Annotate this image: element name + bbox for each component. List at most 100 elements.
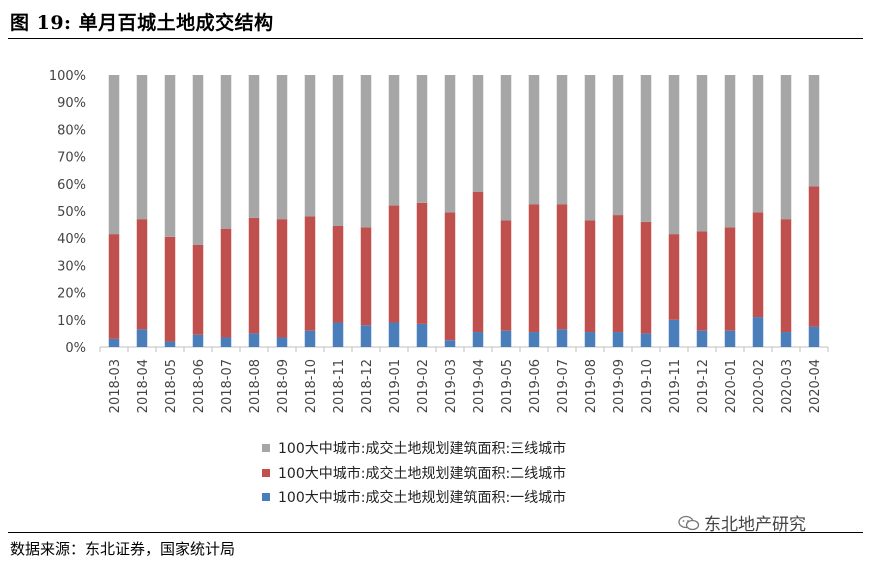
bar-segment-tier1 [808, 326, 820, 347]
bar-segment-tier1 [248, 333, 260, 347]
bar-segment-tier3 [780, 75, 792, 220]
x-tick-label: 2018-06 [192, 359, 207, 413]
bar-segment-tier1 [360, 325, 372, 347]
x-tick-label: 2019-09 [612, 359, 627, 413]
bar-segment-tier1 [752, 317, 764, 347]
bar-segment-tier2 [388, 205, 400, 323]
bar-segment-tier3 [696, 75, 708, 232]
x-tick-label: 2018-10 [304, 359, 319, 413]
bar-segment-tier2 [780, 219, 792, 333]
bar-segment-tier3 [584, 75, 596, 221]
bar-segment-tier3 [528, 75, 540, 205]
bar-segment-tier3 [500, 75, 512, 221]
bar-segment-tier1 [500, 330, 512, 347]
bar-segment-tier1 [136, 329, 148, 347]
bar-segment-tier2 [612, 215, 624, 333]
stacked-bar-chart: 0% 10% 20% 30% 40% 50% 60% 70% 80% 90% 100% 2018-03… [49, 69, 829, 413]
bar-segment-tier3 [192, 75, 204, 245]
figure-title: 图 19: 单月百城土地成交结构 [10, 12, 274, 34]
bar-segment-tier3 [248, 75, 260, 218]
bar-segment-tier2 [724, 227, 736, 331]
x-tick-label: 2019-06 [528, 359, 543, 413]
bar-segment-tier1 [696, 330, 708, 347]
y-tick-label: 10% [57, 314, 86, 329]
bar-segment-tier3 [668, 75, 680, 235]
bar-segment-tier3 [556, 75, 568, 205]
bar-segment-tier3 [472, 75, 484, 192]
x-tick-label: 2019-05 [500, 359, 515, 413]
bar-segment-tier1 [220, 337, 232, 347]
bar-segment-tier2 [752, 212, 764, 318]
bottom-divider [8, 532, 863, 533]
x-tick-label: 2018-04 [136, 359, 151, 413]
bar-segment-tier1 [528, 332, 540, 347]
y-tick-label: 30% [57, 259, 86, 274]
x-tick-label: 2019-03 [444, 359, 459, 413]
bar-segment-tier1 [724, 330, 736, 347]
bar-segment-tier3 [808, 75, 820, 187]
legend-item-tier1: 100大中城市:成交土地规划建筑面积:一线城市 [262, 485, 566, 510]
bar-segment-tier3 [612, 75, 624, 216]
bar-segment-tier1 [332, 322, 344, 347]
watermark-text: 东北地产研究 [704, 515, 806, 535]
x-tick-label: 2019-08 [584, 359, 599, 413]
x-tick-label: 2018-08 [248, 359, 263, 413]
bar-segment-tier2 [108, 234, 120, 339]
x-tick-label: 2019-02 [416, 359, 431, 413]
x-tick-label: 2018-12 [360, 359, 375, 413]
bar-segment-tier1 [388, 322, 400, 347]
watermark: 东北地产研究 [678, 510, 806, 535]
bar-segment-tier3 [444, 75, 456, 213]
x-tick-label: 2019-04 [472, 359, 487, 413]
y-tick-label: 60% [57, 178, 86, 193]
legend-swatch-tier2 [262, 468, 270, 477]
bar-segment-tier3 [136, 75, 148, 220]
bar-segment-tier1 [472, 332, 484, 347]
y-tick-label: 50% [57, 205, 86, 220]
y-tick-label: 40% [57, 232, 86, 247]
bar-segment-tier2 [696, 231, 708, 331]
bar-segment-tier2 [192, 245, 204, 335]
x-tick-label: 2018-05 [164, 359, 179, 413]
bar-segment-tier1 [164, 341, 176, 347]
bar-segment-tier1 [192, 334, 204, 347]
bar-segment-tier2 [248, 217, 260, 334]
bar-segment-tier2 [304, 216, 316, 331]
legend-item-tier3: 100大中城市:成交土地规划建筑面积:三线城市 [262, 436, 566, 461]
bar-segment-tier2 [164, 236, 176, 342]
bar-segment-tier1 [276, 337, 288, 347]
chart-legend: 100大中城市:成交土地规划建筑面积:三线城市 100大中城市:成交土地规划建筑… [262, 436, 566, 510]
x-tick-label: 2020-04 [808, 359, 823, 413]
y-tick-label: 20% [57, 287, 86, 302]
bar-segment-tier2 [528, 204, 540, 333]
x-tick-label: 2018-11 [332, 359, 347, 413]
y-tick-label: 0% [65, 341, 86, 356]
bar-segment-tier2 [668, 234, 680, 320]
x-tick-label: 2018-03 [108, 359, 123, 413]
x-tick-label: 2019-01 [388, 359, 403, 413]
bar-segment-tier3 [276, 75, 288, 220]
bar-segment-tier3 [752, 75, 764, 213]
bar-segment-tier2 [136, 219, 148, 330]
x-tick-label: 2019-10 [640, 359, 655, 413]
bar-segment-tier2 [444, 212, 456, 341]
x-tick-label: 2020-03 [780, 359, 795, 413]
bar-segment-tier1 [584, 332, 596, 347]
legend-swatch-tier3 [262, 444, 270, 453]
bar-segment-tier3 [360, 75, 372, 228]
bar-segment-tier1 [416, 323, 428, 347]
x-tick-label: 2019-12 [696, 359, 711, 413]
bar-segment-tier2 [360, 227, 372, 326]
y-tick-label: 100% [49, 69, 86, 84]
x-tick-label: 2019-07 [556, 359, 571, 413]
bar-segment-tier1 [108, 338, 120, 347]
bar-segment-tier2 [332, 225, 344, 323]
bar-segment-tier3 [416, 75, 428, 203]
bar-segment-tier3 [388, 75, 400, 206]
bar-segment-tier3 [332, 75, 344, 226]
bar-segment-tier3 [724, 75, 736, 228]
x-tick-label: 2018-09 [276, 359, 291, 413]
legend-swatch-tier1 [262, 493, 270, 502]
y-tick-label: 80% [57, 123, 86, 138]
bar-segment-tier1 [612, 332, 624, 347]
